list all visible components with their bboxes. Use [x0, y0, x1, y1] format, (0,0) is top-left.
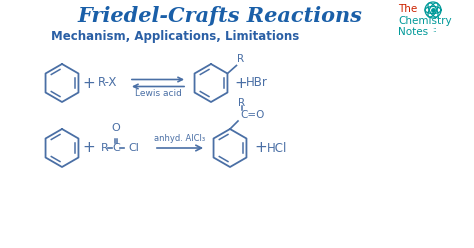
Text: Lewis acid: Lewis acid: [135, 89, 182, 98]
Text: R-X: R-X: [98, 76, 118, 90]
Text: C=O: C=O: [240, 110, 264, 120]
Text: R: R: [237, 54, 245, 63]
Text: HBr: HBr: [246, 76, 268, 90]
Text: R: R: [101, 143, 109, 153]
Text: +: +: [82, 141, 95, 155]
Text: O: O: [111, 123, 120, 133]
Text: anhyd. AlCl₃: anhyd. AlCl₃: [155, 134, 206, 143]
Text: ::: ::: [432, 27, 437, 33]
Text: HCl: HCl: [267, 142, 287, 155]
Text: +: +: [235, 75, 247, 91]
Text: Notes: Notes: [398, 27, 428, 37]
Text: +: +: [82, 75, 95, 91]
Text: +: +: [255, 141, 267, 155]
Text: The: The: [398, 4, 417, 14]
Text: Friedel-Crafts Reactions: Friedel-Crafts Reactions: [78, 6, 363, 26]
Text: R: R: [238, 98, 245, 108]
Text: Mechanism, Applications, Limitations: Mechanism, Applications, Limitations: [51, 30, 299, 43]
Text: Cl: Cl: [128, 143, 139, 153]
Text: Chemistry: Chemistry: [398, 16, 452, 26]
Text: C: C: [112, 143, 120, 153]
